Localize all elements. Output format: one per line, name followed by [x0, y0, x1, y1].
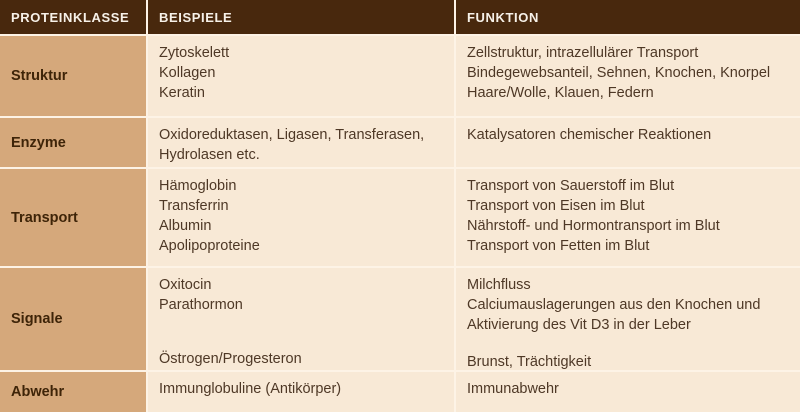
function-cell: Zellstruktur, intrazellulärer Transport B… — [456, 36, 800, 116]
row-label: Struktur — [0, 36, 146, 116]
row-label: Signale — [0, 268, 146, 370]
examples-cell: Zytoskelett Kollagen Keratin — [146, 36, 456, 116]
table-row-transport: Transport Hämoglobin Transferrin Albumin Ap… — [0, 167, 800, 266]
row-label: Enzyme — [0, 118, 146, 167]
function-cell: Katalysatoren chemischer Reaktionen — [456, 118, 800, 167]
function-cell: Transport von Sauerstoff im Blut Transpor… — [456, 169, 800, 266]
row-label: Abwehr — [0, 372, 146, 412]
examples-cell: Oxidoreduktasen, Ligasen, Transferasen, H… — [146, 118, 456, 167]
table-row-struktur: Struktur Zytoskelett Kollagen Keratin Zell… — [0, 34, 800, 116]
table-row-enzyme: Enzyme Oxidoreduktasen, Ligasen, Transfe… — [0, 116, 800, 167]
function-cell: Immunabwehr — [456, 372, 800, 412]
examples-cell: Immunglobuline (Antikörper) — [146, 372, 456, 412]
function-cell: Milchfluss Calciumauslagerungen aus den K… — [456, 268, 800, 370]
row-label: Transport — [0, 169, 146, 266]
examples-cell: Hämoglobin Transferrin Albumin Apolipoprote… — [146, 169, 456, 266]
examples-cell: Oxitocin Parathormon Östrogen/Progesteron — [146, 268, 456, 370]
table-row-abwehr: Abwehr Immunglobuline (Antikörper) Immun… — [0, 370, 800, 412]
header-cell-beispiele: BEISPIELE — [146, 0, 456, 34]
header-cell-funktion: FUNKTION — [456, 0, 800, 34]
header-cell-proteinklasse: PROTEINKLASSE — [0, 0, 146, 34]
table-header-row: PROTEINKLASSE BEISPIELE FUNKTION — [0, 0, 800, 34]
table-row-signale: Signale Oxitocin Parathormon Östrogen/Prog… — [0, 266, 800, 370]
